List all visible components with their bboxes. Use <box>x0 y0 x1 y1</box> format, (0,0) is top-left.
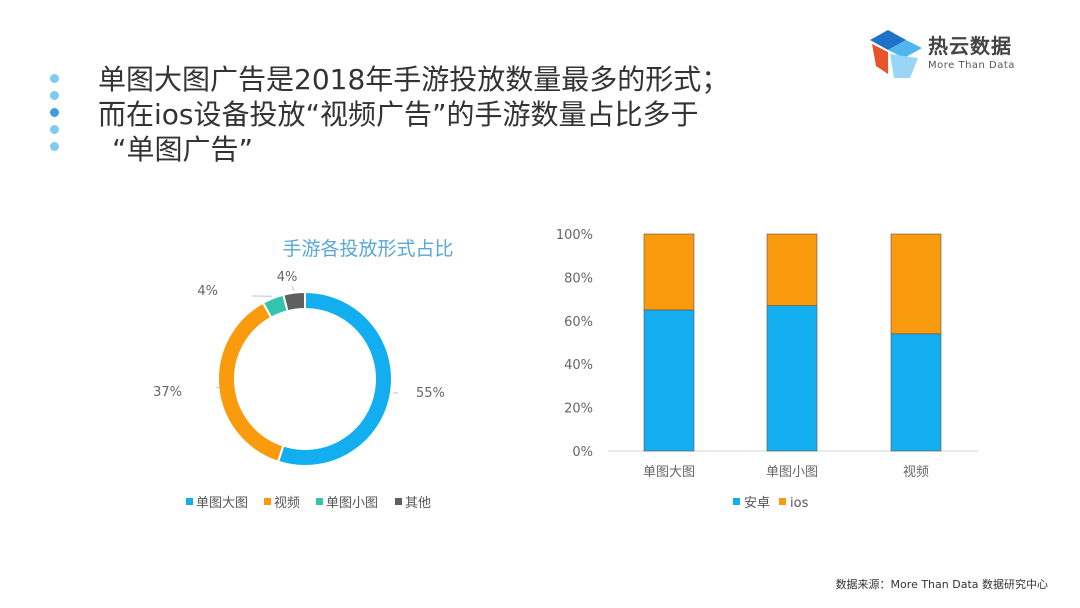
x-tick-label: 单图大图 <box>643 465 695 480</box>
headline-line-2: 而在ios设备投放“视频广告”的手游数量占比多于 <box>98 98 699 131</box>
bar-segment-ios <box>890 233 942 335</box>
bar-segment-ios <box>643 233 695 311</box>
donut-legend-label: 其他 <box>405 496 431 511</box>
bullet-dot <box>50 125 59 134</box>
donut-title: 手游各投放形式占比 <box>282 238 453 260</box>
bullet-dot <box>50 74 59 83</box>
logo-name: 热云数据 <box>928 34 1012 58</box>
donut-data-label: 37% <box>153 385 182 400</box>
bullet-dot <box>50 91 59 100</box>
y-tick-label: 0% <box>572 445 593 460</box>
headline: 单图大图广告是2018年手游投放数量最多的形式； 而在ios设备投放“视频广告”… <box>98 62 858 167</box>
bullet-dot <box>50 142 59 151</box>
donut-slice <box>217 301 285 464</box>
bullet-dots <box>50 74 66 159</box>
y-tick-label: 100% <box>556 228 593 243</box>
x-tick-label: 单图小图 <box>766 465 818 480</box>
bullet-dot <box>50 108 59 117</box>
bar-segment-android <box>643 309 695 452</box>
donut-leader-line <box>216 386 221 389</box>
donut-legend-swatch <box>316 498 323 505</box>
bar-segment-ios <box>766 233 818 306</box>
y-tick-label: 40% <box>564 358 593 373</box>
donut-data-label: 4% <box>277 270 298 285</box>
bar-segment-android <box>766 305 818 452</box>
x-tick-label: 视频 <box>903 465 929 480</box>
donut-legend-label: 单图大图 <box>196 496 248 511</box>
donut-leader-line <box>291 285 295 291</box>
bar-segment-android <box>890 333 942 452</box>
donut-data-label: 55% <box>416 386 445 401</box>
donut-slice <box>282 290 306 313</box>
bar-legend-label: 安卓 <box>744 496 770 511</box>
donut-legend-swatch <box>264 498 271 505</box>
bar-legend-swatch <box>733 498 740 505</box>
logo-cube-icon <box>870 30 922 78</box>
logo: 热云数据 More Than Data <box>866 28 1046 78</box>
donut-legend-label: 单图小图 <box>326 496 378 511</box>
donut-data-label: 4% <box>197 284 218 299</box>
headline-line-1: 单图大图广告是2018年手游投放数量最多的形式； <box>98 63 730 96</box>
donut-slice <box>276 290 393 467</box>
donut-legend-swatch <box>395 498 402 505</box>
bar-legend-swatch <box>779 498 786 505</box>
bar-legend-label: ios <box>790 496 809 511</box>
headline-line-3: “单图广告” <box>112 133 254 166</box>
donut-legend-label: 视频 <box>274 496 300 511</box>
y-tick-label: 80% <box>564 271 593 286</box>
logo-tagline: More Than Data <box>928 60 1015 71</box>
source-note: 数据来源：More Than Data 数据研究中心 <box>835 578 1048 591</box>
y-tick-label: 60% <box>564 315 593 330</box>
y-tick-label: 20% <box>564 402 593 417</box>
donut-legend-swatch <box>186 498 193 505</box>
